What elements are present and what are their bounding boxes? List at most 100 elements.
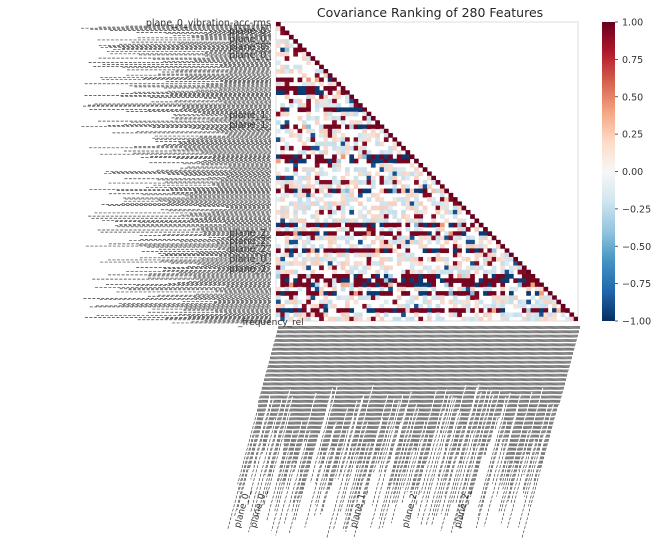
heatmap-cell bbox=[280, 291, 286, 296]
heatmap-cell bbox=[383, 150, 389, 155]
x-tick-label-clutter bbox=[491, 325, 510, 391]
heatmap-cell bbox=[284, 120, 290, 125]
heatmap-cell bbox=[422, 265, 428, 271]
heatmap-cell bbox=[439, 184, 445, 189]
heatmap-cell bbox=[323, 291, 329, 296]
x-tick-label-clutter bbox=[250, 325, 293, 480]
heatmap-cell bbox=[319, 316, 324, 321]
heatmap-cell bbox=[435, 308, 441, 313]
heatmap-cell bbox=[327, 103, 333, 108]
heatmap-cell bbox=[388, 175, 393, 181]
heatmap-cell bbox=[470, 274, 475, 279]
heatmap-cell bbox=[357, 150, 363, 155]
heatmap-cell bbox=[504, 248, 510, 254]
heatmap-cell bbox=[392, 188, 398, 194]
heatmap-cell bbox=[422, 222, 428, 228]
y-tick-label: plane_0_ bbox=[229, 254, 271, 265]
heatmap-cell bbox=[362, 231, 367, 236]
heatmap-cell bbox=[336, 81, 342, 87]
heatmap-cell bbox=[306, 295, 311, 301]
x-tick-label-clutter bbox=[289, 325, 308, 390]
heatmap-cell bbox=[401, 252, 406, 258]
heatmap-cell bbox=[340, 141, 346, 147]
heatmap-cell bbox=[478, 282, 484, 288]
x-tick-label-clutter bbox=[534, 325, 567, 442]
heatmap-cell bbox=[521, 303, 527, 309]
heatmap-cell bbox=[319, 222, 324, 228]
x-tick-label-clutter bbox=[277, 325, 321, 483]
heatmap-cell bbox=[340, 180, 346, 185]
heatmap-cell bbox=[349, 197, 355, 202]
heatmap-cell bbox=[306, 60, 311, 66]
heatmap-cell bbox=[293, 312, 298, 318]
x-tick-label-clutter bbox=[256, 325, 309, 518]
heatmap-cell bbox=[379, 197, 385, 202]
heatmap-cell bbox=[314, 214, 320, 219]
heatmap-cell bbox=[405, 201, 411, 207]
x-tick-label-clutter bbox=[416, 325, 461, 488]
x-tick-label-clutter bbox=[293, 325, 332, 463]
heatmap-cell bbox=[379, 205, 385, 211]
heatmap-cell bbox=[366, 286, 372, 292]
x-tick-label-clutter bbox=[359, 325, 397, 464]
heatmap-cell bbox=[284, 145, 290, 151]
heatmap-cell bbox=[327, 252, 333, 258]
x-tick-label-clutter bbox=[294, 325, 348, 521]
heatmap-cell bbox=[319, 274, 324, 279]
heatmap-cell bbox=[543, 286, 549, 292]
heatmap-cell bbox=[306, 231, 311, 236]
heatmap-cell bbox=[491, 308, 497, 313]
heatmap-cell bbox=[379, 218, 385, 224]
heatmap-cell bbox=[340, 278, 346, 283]
heatmap-cell bbox=[392, 222, 398, 228]
heatmap-cell bbox=[465, 316, 471, 321]
x-tick-label-clutter bbox=[382, 325, 408, 419]
heatmap-cell bbox=[297, 312, 303, 318]
heatmap-cell bbox=[392, 308, 398, 313]
heatmap-cell bbox=[310, 137, 316, 142]
heatmap-cell bbox=[319, 209, 324, 215]
heatmap-cell bbox=[340, 235, 346, 241]
heatmap-cell bbox=[388, 167, 393, 172]
heatmap-cell bbox=[388, 286, 393, 292]
heatmap-cell bbox=[508, 295, 514, 301]
x-tick-label-clutter bbox=[453, 325, 474, 398]
heatmap-cell bbox=[521, 274, 527, 279]
heatmap-cell bbox=[452, 205, 458, 211]
heatmap-cell bbox=[487, 248, 493, 254]
x-tick-label-clutter bbox=[356, 325, 392, 455]
heatmap-cell bbox=[293, 64, 298, 70]
heatmap-cell bbox=[508, 256, 514, 262]
heatmap-cell bbox=[383, 214, 389, 219]
colorbar-tick-label: −0.50 bbox=[622, 242, 651, 253]
heatmap-cell bbox=[280, 209, 286, 215]
heatmap-cell bbox=[521, 316, 527, 321]
heatmap-cell bbox=[297, 227, 303, 232]
heatmap-cell bbox=[284, 222, 290, 228]
heatmap-cell bbox=[293, 171, 298, 177]
heatmap-cell bbox=[431, 188, 437, 194]
heatmap-cell bbox=[487, 316, 493, 321]
heatmap-cell bbox=[323, 145, 329, 151]
x-tick-label-clutter bbox=[525, 325, 561, 455]
x-tick-label-clutter bbox=[261, 325, 297, 454]
heatmap-cell bbox=[439, 299, 445, 305]
heatmap-cell bbox=[418, 235, 424, 241]
heatmap-cell bbox=[288, 180, 294, 185]
heatmap-cell bbox=[405, 282, 411, 288]
heatmap-cell bbox=[276, 197, 281, 202]
heatmap-cell bbox=[319, 180, 324, 185]
heatmap-cell bbox=[414, 180, 419, 185]
heatmap-cell bbox=[396, 235, 402, 241]
colorbar-tick-label: 0.00 bbox=[622, 167, 643, 178]
heatmap-cell bbox=[444, 291, 449, 296]
heatmap-cell bbox=[340, 175, 346, 181]
heatmap-cell bbox=[401, 214, 406, 219]
heatmap-cell bbox=[383, 133, 389, 138]
heatmap-cell bbox=[431, 282, 437, 288]
heatmap-cell bbox=[301, 175, 307, 181]
x-tick-label-clutter bbox=[304, 325, 360, 528]
x-tick-label-clutter bbox=[346, 325, 388, 477]
heatmap-cell bbox=[401, 286, 406, 292]
x-tick-label-clutter bbox=[424, 325, 451, 421]
